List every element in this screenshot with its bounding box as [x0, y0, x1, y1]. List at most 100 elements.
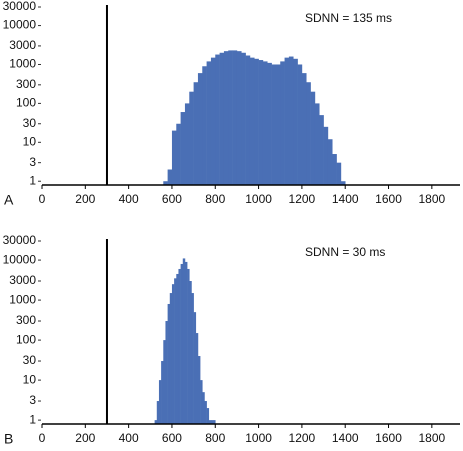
bar: [156, 401, 160, 424]
x-tick-label: 200: [75, 431, 95, 445]
y-tick-label: 10000: [3, 18, 37, 32]
y-tick-label: 3: [29, 393, 36, 407]
y-tick-label: 100: [16, 96, 36, 110]
bar: [174, 278, 177, 424]
bar: [213, 420, 216, 424]
x-tick-label: 0: [39, 192, 46, 206]
bar: [167, 169, 173, 185]
bar: [223, 51, 229, 186]
bar: [210, 420, 214, 424]
y-tick-label: 1: [29, 412, 36, 426]
bar: [297, 64, 303, 185]
bar: [171, 130, 177, 185]
x-tick-label: 800: [205, 192, 225, 206]
y-tick-label: 100: [16, 332, 36, 346]
x-tick-label: 1200: [289, 192, 316, 206]
bar: [200, 380, 203, 424]
panel-label: B: [4, 431, 13, 447]
y-tick-label: 3000: [9, 38, 36, 52]
bar: [169, 293, 173, 424]
bar: [180, 263, 184, 424]
y-tick-label: 10: [23, 134, 37, 148]
bar: [245, 55, 251, 186]
x-tick-label: 1200: [289, 431, 316, 445]
x-tick-label: 800: [205, 431, 225, 445]
bar: [228, 50, 233, 186]
bar: [193, 82, 199, 185]
bar: [202, 66, 207, 185]
x-tick-label: 1600: [375, 192, 402, 206]
bar: [249, 57, 255, 185]
bar: [258, 60, 264, 185]
x-tick-label: 1800: [418, 431, 445, 445]
panel-label: A: [4, 192, 14, 208]
bar: [219, 52, 225, 186]
bar: [161, 361, 164, 424]
bar: [327, 139, 333, 185]
x-tick-label: 1400: [332, 192, 359, 206]
bar: [204, 401, 207, 424]
bar: [202, 392, 205, 424]
bar: [197, 356, 201, 424]
annotation: SDNN = 135 ms: [305, 11, 392, 25]
annotation: SDNN = 30 ms: [305, 245, 385, 259]
bar: [254, 58, 259, 185]
bar: [332, 154, 337, 185]
bar: [182, 258, 186, 424]
bar: [271, 64, 277, 185]
bar: [336, 162, 342, 185]
x-tick-label: 600: [162, 192, 182, 206]
bar: [195, 333, 199, 424]
bar: [310, 91, 316, 185]
bar: [236, 51, 242, 186]
bar: [189, 281, 192, 424]
bar: [206, 408, 210, 424]
y-tick-label: 3000: [9, 273, 36, 287]
bar: [197, 73, 203, 185]
y-tick-label: 30: [23, 116, 37, 130]
bar: [167, 303, 171, 424]
y-tick-label: 30: [23, 353, 37, 367]
bar: [206, 61, 212, 185]
x-tick-label: 400: [119, 192, 139, 206]
bar: [275, 64, 281, 185]
y-tick-label: 10: [23, 372, 37, 386]
bar: [208, 420, 212, 424]
y-tick-label: 300: [16, 77, 36, 91]
y-tick-label: 30000: [3, 0, 37, 13]
bar: [267, 62, 272, 185]
x-tick-label: 200: [75, 192, 95, 206]
bar: [184, 261, 188, 424]
bar: [210, 57, 216, 185]
bar: [340, 181, 346, 185]
bar: [241, 52, 246, 186]
y-tick-label: 1: [29, 173, 36, 187]
bar: [184, 103, 190, 185]
bar: [191, 293, 194, 424]
x-tick-label: 1600: [375, 431, 402, 445]
bar: [215, 54, 220, 186]
bar: [280, 61, 285, 185]
bar: [293, 58, 298, 185]
x-tick-label: 1400: [332, 431, 359, 445]
y-tick-label: 30000: [3, 233, 37, 247]
x-tick-label: 600: [162, 431, 182, 445]
bar: [163, 340, 166, 424]
x-tick-label: 0: [39, 431, 46, 445]
bar: [189, 91, 194, 185]
bar: [154, 420, 158, 424]
y-tick-label: 300: [16, 313, 36, 327]
bar: [319, 115, 324, 185]
bar: [301, 73, 307, 185]
x-tick-label: 1000: [245, 431, 272, 445]
bar: [288, 56, 294, 186]
y-tick-label: 1000: [9, 292, 36, 306]
bar: [180, 112, 186, 185]
x-tick-label: 400: [119, 431, 139, 445]
bar: [306, 82, 311, 185]
bar: [262, 61, 268, 185]
bar: [284, 57, 290, 185]
y-tick-label: 10000: [3, 252, 37, 266]
y-tick-label: 3: [29, 155, 36, 169]
